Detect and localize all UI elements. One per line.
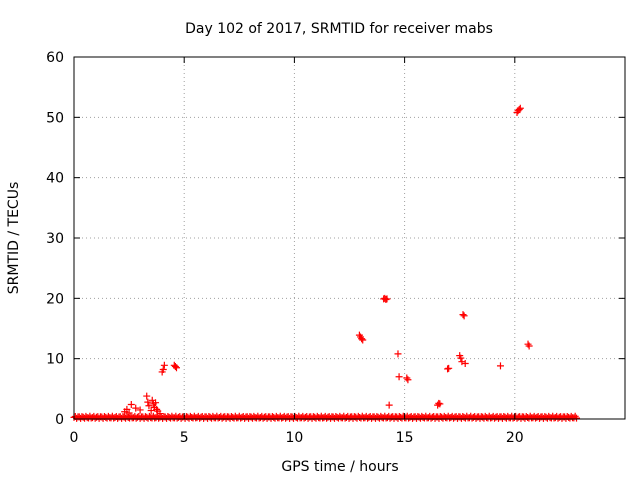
- data-point: [156, 410, 164, 418]
- data-point: [171, 363, 179, 371]
- data-point: [123, 405, 131, 413]
- y-tick-label: 20: [46, 291, 64, 307]
- baseline-points: [70, 412, 581, 422]
- y-tick-label: 50: [46, 110, 64, 126]
- y-tick-label: 40: [46, 171, 64, 187]
- x-tick-label: 20: [506, 430, 524, 446]
- data-point: [125, 409, 133, 417]
- data-point: [359, 336, 367, 344]
- y-tick-label: 30: [46, 231, 64, 247]
- data-point: [460, 312, 468, 320]
- data-point: [515, 105, 523, 113]
- data-point: [516, 104, 524, 112]
- x-tick-label: 10: [285, 430, 303, 446]
- grid: [74, 57, 625, 419]
- y-axis-title: SRMTID / TECUs: [6, 182, 22, 295]
- data-point: [159, 366, 167, 374]
- data-point: [145, 402, 153, 410]
- data-point: [444, 365, 452, 373]
- data-point: [436, 400, 444, 408]
- data-point: [525, 342, 533, 350]
- data-point: [524, 340, 532, 348]
- data-point: [385, 401, 393, 409]
- data-point: [458, 358, 466, 366]
- data-points: [121, 104, 533, 418]
- axis-ticks: 0 5 10 15 20 0 10 20 30 40 50 60: [46, 50, 625, 446]
- x-tick-label: 15: [396, 430, 414, 446]
- data-point: [152, 399, 160, 407]
- data-point: [395, 373, 403, 381]
- data-point: [172, 364, 180, 372]
- data-point: [358, 335, 366, 343]
- data-point: [147, 407, 155, 415]
- data-point: [132, 404, 140, 412]
- data-point: [435, 399, 443, 407]
- data-point: [394, 350, 402, 358]
- data-point: [445, 364, 453, 372]
- baseline-point: [573, 414, 581, 422]
- y-tick-label: 60: [46, 50, 64, 66]
- data-point: [457, 354, 465, 362]
- x-axis-title: GPS time / hours: [281, 459, 398, 475]
- data-point: [461, 359, 469, 367]
- data-point: [144, 398, 152, 406]
- data-point: [496, 362, 504, 370]
- y-tick-label: 0: [55, 412, 64, 428]
- data-point: [127, 401, 135, 409]
- y-tick-label: 10: [46, 352, 64, 368]
- data-point: [382, 296, 390, 304]
- data-point: [404, 376, 412, 384]
- x-tick-label: 0: [70, 430, 79, 446]
- data-point: [160, 361, 168, 369]
- x-tick-label: 5: [180, 430, 189, 446]
- data-point: [143, 392, 151, 400]
- chart-title: Day 102 of 2017, SRMTID for receiver mab…: [185, 21, 493, 37]
- data-point: [136, 406, 144, 414]
- data-point: [459, 311, 467, 319]
- data-point: [383, 295, 391, 303]
- data-point: [403, 374, 411, 382]
